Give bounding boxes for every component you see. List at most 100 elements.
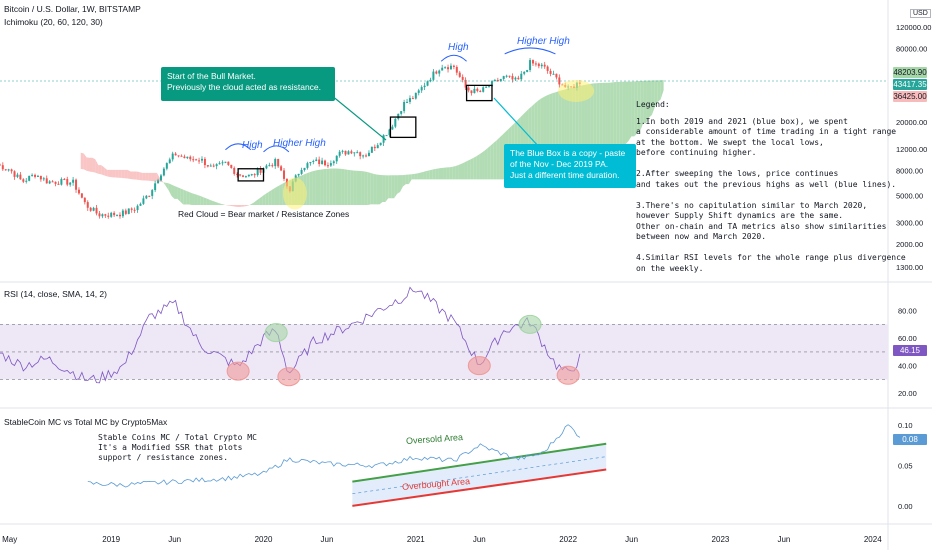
- candle-body: [124, 210, 127, 214]
- time-axis-label: 2020: [255, 535, 273, 544]
- ichimoku-cloud-segment: [578, 85, 582, 154]
- bull-note-line-1: Start of the Bull Market.: [167, 71, 256, 81]
- candle-body: [508, 75, 511, 77]
- rsi-tick-label: 40.00: [898, 362, 917, 371]
- ichimoku-cloud-segment: [435, 168, 439, 180]
- candle-body: [467, 87, 470, 91]
- candle-body: [335, 155, 338, 162]
- ichimoku-cloud-segment: [605, 82, 608, 145]
- high-left-label: High: [242, 140, 263, 151]
- ichimoku-cloud-segment: [610, 82, 614, 145]
- candle-body: [394, 118, 397, 127]
- candle-body: [411, 98, 414, 100]
- candle-body: [95, 207, 98, 214]
- candle-body: [259, 168, 262, 173]
- ichimoku-cloud-segment: [402, 174, 406, 187]
- candle-body: [22, 179, 25, 182]
- price-tick-label: 20000.00: [896, 118, 927, 127]
- ichimoku-cloud-segment: [476, 154, 480, 180]
- candle-body: [77, 189, 80, 194]
- candle-body: [555, 73, 558, 78]
- candle-body: [449, 65, 452, 70]
- ichimoku-cloud-segment: [446, 167, 450, 180]
- blue-box-2019: [237, 168, 265, 182]
- time-axis-label: 2023: [712, 535, 730, 544]
- candle-body: [200, 158, 203, 161]
- ssr-midline: [352, 456, 607, 495]
- ichimoku-cloud-segment: [411, 173, 415, 180]
- ichimoku-cloud-segment: [654, 80, 658, 107]
- rsi-highlight-circle: [518, 314, 542, 334]
- ichimoku-cloud-segment: [127, 169, 131, 179]
- candle-body: [332, 161, 335, 164]
- candle-body: [382, 135, 385, 143]
- candle-body: [171, 153, 174, 160]
- overbought-line: [352, 468, 607, 507]
- candle-body: [511, 76, 514, 80]
- candle-body: [306, 163, 309, 168]
- blue-box-2021: [465, 84, 493, 102]
- ssr-note: Stable Coins MC / Total Crypto MC It's a…: [98, 433, 257, 463]
- ssr-note-line-2: It's a Modified SSR that plots: [98, 443, 243, 452]
- ichimoku-cloud-segment: [420, 171, 424, 180]
- ichimoku-cloud-segment: [640, 80, 644, 131]
- ichimoku-cloud-segment: [338, 168, 342, 205]
- ichimoku-cloud-segment: [569, 87, 573, 154]
- ichimoku-cloud-segment: [203, 197, 207, 205]
- candle-body: [198, 160, 201, 162]
- ssr-note-line-3: support / resistance zones.: [98, 453, 229, 462]
- currency-tag[interactable]: USD: [910, 9, 931, 18]
- ichimoku-cloud-segment: [276, 185, 280, 205]
- time-axis-label: May: [2, 535, 17, 544]
- legend-line: Other on-chain and TA metrics also show …: [636, 221, 887, 231]
- ssr-tick-label: 0.00: [898, 502, 913, 511]
- ichimoku-cloud-segment: [648, 80, 652, 118]
- ichimoku-cloud-segment: [317, 169, 321, 205]
- ichimoku-cloud-segment: [83, 153, 87, 171]
- candle-body: [529, 60, 532, 71]
- candle-body: [31, 174, 34, 176]
- ichimoku-cloud-segment: [613, 81, 617, 145]
- ichimoku-cloud-segment: [364, 171, 368, 205]
- bull-note-line-2: Previously the cloud acted as resistance…: [167, 82, 322, 92]
- ichimoku-cloud-segment: [194, 194, 198, 205]
- candle-body: [142, 198, 145, 204]
- ichimoku-cloud-segment: [350, 170, 354, 205]
- candle-body: [42, 178, 45, 180]
- candle-body: [10, 169, 13, 172]
- candle-body: [353, 152, 356, 154]
- ichimoku-cloud-segment: [233, 204, 236, 207]
- candle-body: [7, 169, 10, 171]
- time-axis-label: 2022: [559, 535, 577, 544]
- ichimoku-cloud-segment: [657, 80, 661, 102]
- candle-body: [154, 183, 157, 191]
- ichimoku-cloud-segment: [80, 152, 84, 170]
- ichimoku-cloud-segment: [637, 81, 641, 134]
- candle-body: [388, 129, 391, 136]
- rsi-highlight-circle: [264, 323, 288, 343]
- ichimoku-cloud-segment: [197, 195, 201, 205]
- legend-line: on the weekly.: [636, 263, 704, 273]
- ichimoku-cloud-segment: [660, 80, 664, 100]
- ichimoku-cloud-segment: [388, 175, 392, 199]
- candle-body: [113, 212, 116, 216]
- ichimoku-cloud-segment: [561, 89, 565, 159]
- higher-high-left-label: Higher High: [273, 138, 326, 149]
- candle-body: [127, 208, 130, 214]
- candle-body: [133, 209, 136, 211]
- ichimoku-cloud-segment: [408, 174, 412, 185]
- ichimoku-cloud-segment: [174, 185, 178, 199]
- candle-body: [48, 181, 51, 184]
- candle-body: [321, 160, 324, 165]
- candle-body: [34, 174, 37, 177]
- candle-body: [192, 159, 195, 161]
- red-cloud-note: Red Cloud = Bear market / Resistance Zon…: [178, 209, 350, 219]
- ichimoku-cloud-segment: [341, 168, 345, 205]
- ichimoku-cloud-segment: [212, 200, 216, 205]
- ichimoku-cloud-segment: [209, 199, 213, 205]
- legend-line: [636, 243, 906, 254]
- ichimoku-cloud-segment: [279, 183, 283, 205]
- candle-body: [338, 151, 341, 156]
- candle-body: [365, 155, 368, 157]
- legend-line: between now and March 2020.: [636, 232, 767, 241]
